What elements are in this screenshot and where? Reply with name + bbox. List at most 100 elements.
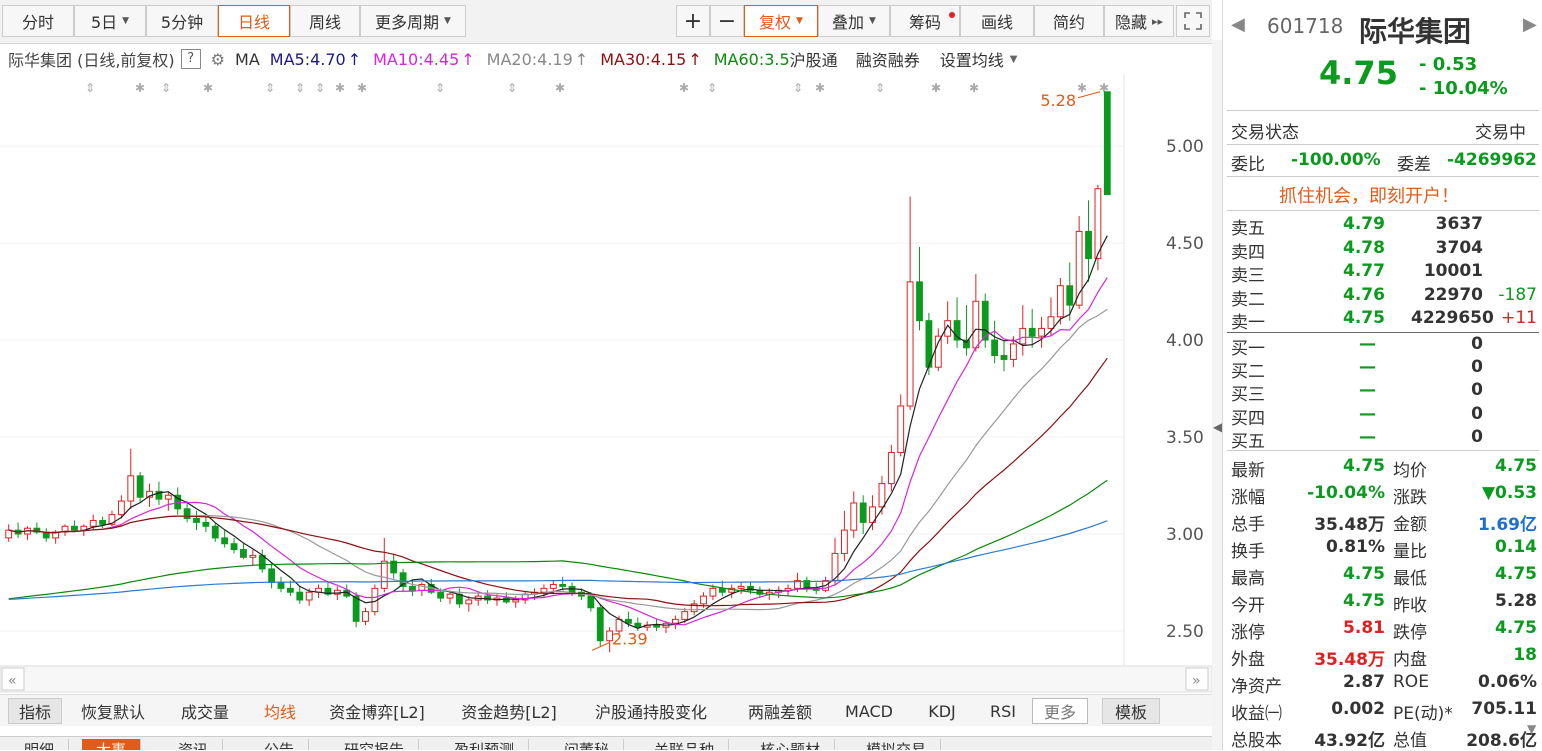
tab-5day[interactable]: 5日 ▼ xyxy=(74,5,146,37)
overlay-button[interactable]: 叠加 ▼ xyxy=(818,5,890,37)
tab-core-theme[interactable]: 核心题材 xyxy=(746,739,836,750)
candle-body xyxy=(380,560,388,589)
fullscreen-button[interactable] xyxy=(1176,5,1210,37)
tab-label: 更多周期 xyxy=(375,13,440,32)
tab-label: 5日 xyxy=(90,13,118,32)
ind-ma[interactable]: 均线 xyxy=(263,703,296,722)
stat-value: ▼0.53 xyxy=(1481,483,1537,503)
ind-more-button[interactable]: 更多 xyxy=(1032,698,1088,724)
stat-value: 0.002 xyxy=(1331,699,1385,719)
event-marker-icon: ⇕ xyxy=(295,81,305,95)
event-marker-icon: ✱ xyxy=(555,81,565,95)
candle-body xyxy=(897,405,905,454)
gear-icon[interactable]: ⚙ xyxy=(210,49,226,69)
quote-panel: ◀ 601718 际华集团 ▶ 4.75 - 0.53 - 10.04% 交易状… xyxy=(1222,0,1542,751)
stat-value: 43.92亿 xyxy=(1314,731,1385,751)
fuquan-button[interactable]: 复权 ▼ xyxy=(744,5,818,37)
splitter[interactable] xyxy=(1212,40,1222,750)
ind-fund-game[interactable]: 资金博弈[L2] xyxy=(329,703,425,722)
candle-body xyxy=(146,490,153,498)
candle-body xyxy=(155,490,163,500)
candle-body xyxy=(587,595,595,609)
scroll-left-button[interactable] xyxy=(1,667,25,691)
bid-label: 买五 xyxy=(1231,431,1265,452)
ind-macd[interactable]: MACD xyxy=(845,701,893,721)
prev-stock-arrow-icon[interactable]: ◀ xyxy=(1231,14,1245,35)
tab-daily[interactable]: 日线 xyxy=(218,5,290,37)
kline-chart[interactable]: ⇕ ✱ ⇕ ✱ ⇕ ⇕ ⇕ ✱ ✱ ⇕ ⇕ ✱ ✱ ⇕ ⇕ ✱ ⇕ ✱ ✱ ✱ ✱ 5.00 4.50 4.00 3.50 3.… xyxy=(0,74,1212,694)
fullscreen-icon xyxy=(1184,12,1202,30)
fuquan-label: 复权 xyxy=(759,13,792,32)
candle-body xyxy=(1085,230,1092,260)
candle-body xyxy=(249,554,257,558)
ma-legend-bar: 际华集团 (日线,前复权) ? ⚙ MA MA5:4.70 ↑ MA10:4.45… xyxy=(0,44,1212,74)
bid-price: — xyxy=(1359,403,1376,424)
ind-restore-default[interactable]: 恢复默认 xyxy=(80,703,145,722)
candle-body xyxy=(127,475,135,502)
template-button[interactable]: 模板 xyxy=(1102,698,1160,724)
tab-announcements[interactable]: 公告 xyxy=(250,739,310,750)
scroll-down-arrow-icon[interactable]: ▼ xyxy=(1527,722,1537,736)
ind-kdj[interactable]: KDJ xyxy=(928,701,956,721)
candle-body xyxy=(1019,327,1027,345)
draw-line-button[interactable]: 画线 xyxy=(960,5,1034,37)
tab-5min[interactable]: 5分钟 xyxy=(146,5,218,37)
ind-rsi[interactable]: RSI xyxy=(990,701,1016,721)
draw-label: 画线 xyxy=(980,13,1013,32)
tab-events[interactable]: 大事 xyxy=(82,739,142,750)
stat-value: 5.81 xyxy=(1343,618,1385,638)
next-stock-arrow-icon[interactable]: ▶ xyxy=(1523,14,1537,35)
tab-related[interactable]: 关联品种 xyxy=(640,739,730,750)
price-tick-label: 4.00 xyxy=(1166,331,1204,351)
tab-news[interactable]: 资讯 xyxy=(164,739,224,750)
ma-settings-link[interactable]: 设置均线 xyxy=(939,51,1004,70)
candle-body xyxy=(963,339,970,349)
hgt-link[interactable]: 沪股通 xyxy=(789,51,838,70)
notification-dot-icon xyxy=(949,12,955,18)
ind-volume[interactable]: 成交量 xyxy=(180,703,229,722)
scroll-right-button[interactable] xyxy=(1185,667,1209,691)
ma120-line xyxy=(8,520,1108,600)
zoom-out-button[interactable]: − xyxy=(710,5,744,37)
chips-button[interactable]: 筹码 xyxy=(890,5,960,37)
hide-button[interactable]: 隐藏 ▸▸ xyxy=(1104,5,1174,37)
tab-ask-secretary[interactable]: 问董秘 xyxy=(550,739,625,750)
ma60-line xyxy=(8,479,1108,600)
candle-body xyxy=(230,543,238,551)
zoom-in-button[interactable]: + xyxy=(676,5,710,37)
ind-margin-diff[interactable]: 两融差额 xyxy=(747,703,812,722)
stat-value: 1.69亿 xyxy=(1478,515,1537,535)
ma5-value: MA5:4.70 xyxy=(269,49,346,69)
open-account-link[interactable]: 抓住机会，即刻开户！ xyxy=(1279,186,1459,207)
dropdown-arrow-icon: ▼ xyxy=(869,16,876,26)
candle-body xyxy=(671,618,679,624)
ind-fund-trend[interactable]: 资金趋势[L2] xyxy=(461,703,557,722)
tab-more-periods[interactable]: 更多周期 ▼ xyxy=(360,5,466,37)
candle-body xyxy=(859,502,867,523)
tab-weekly[interactable]: 周线 xyxy=(290,5,360,37)
candle-body xyxy=(634,622,642,628)
tab-sim-trade[interactable]: 模拟交易 xyxy=(852,739,942,750)
candle-body xyxy=(71,525,78,531)
candle-body xyxy=(1056,285,1064,318)
ind-hgt-change[interactable]: 沪股通持股变化 xyxy=(594,703,707,722)
stat-value: 0.81% xyxy=(1326,537,1385,557)
tab-forecast[interactable]: 盈利预测 xyxy=(440,739,530,750)
candle-body xyxy=(5,529,13,539)
tab-research[interactable]: 研究报告 xyxy=(330,739,420,750)
candle-body xyxy=(352,595,360,622)
stat-value: 4.75 xyxy=(1343,591,1385,611)
simple-mode-button[interactable]: 简约 xyxy=(1034,5,1104,37)
tab-intraday[interactable]: 分时 xyxy=(2,5,74,37)
collapse-arrow-icon[interactable]: ◀ xyxy=(1213,420,1223,434)
rzrq-link[interactable]: 融资融券 xyxy=(855,51,920,70)
chips-label: 筹码 xyxy=(908,13,941,32)
help-icon[interactable]: ? xyxy=(180,49,201,69)
candle-body xyxy=(174,494,182,510)
weibi-label: 委比 xyxy=(1231,155,1265,175)
chart-scrollbar: « » xyxy=(0,665,1212,693)
candle-body xyxy=(89,519,97,527)
tab-detail[interactable]: 明细 xyxy=(10,739,70,750)
stat-label: 涨跌 xyxy=(1393,488,1427,508)
stat-label: 最高 xyxy=(1231,569,1265,589)
